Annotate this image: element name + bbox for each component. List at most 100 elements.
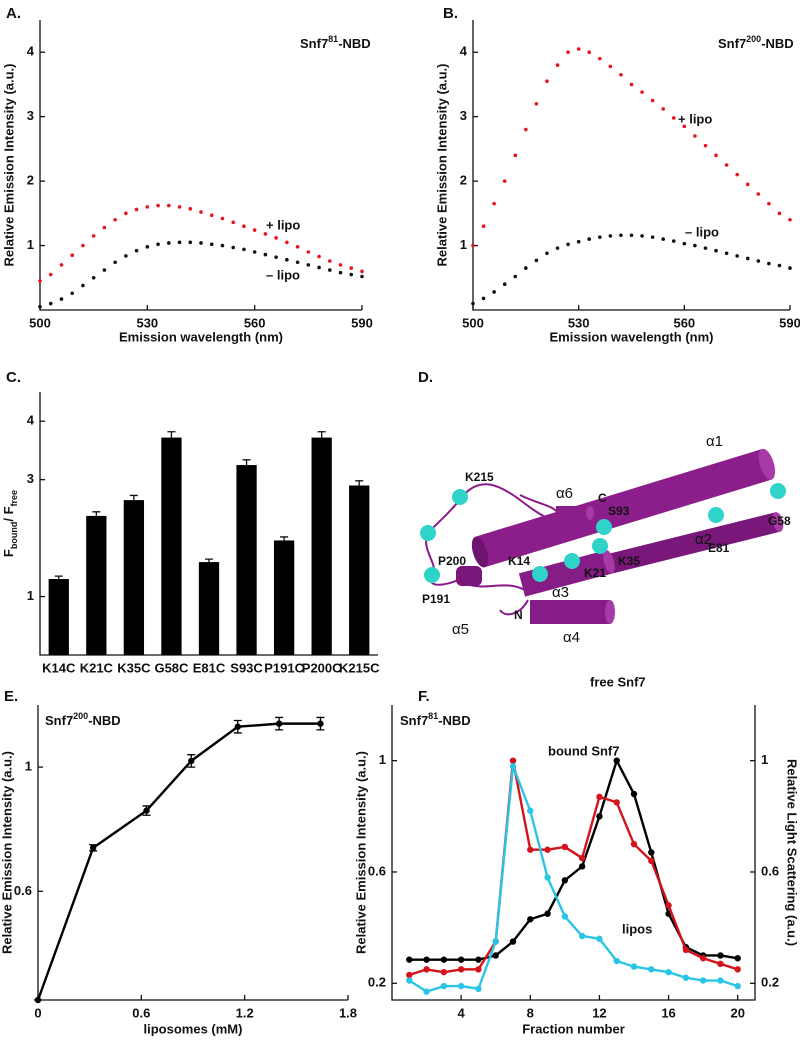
data-point bbox=[555, 246, 560, 250]
series-label: – lipo bbox=[266, 267, 300, 282]
x-tick-label: K21C bbox=[80, 660, 114, 675]
chart-title-part: -NBD bbox=[88, 713, 121, 728]
error-bar bbox=[280, 536, 289, 541]
x-axis-label: Emission wavelength (nm) bbox=[550, 329, 714, 344]
x-tick-label: 590 bbox=[779, 315, 800, 330]
axis-line bbox=[39, 20, 362, 311]
data-point bbox=[220, 216, 225, 221]
data-point bbox=[630, 963, 638, 970]
helix-a6 bbox=[556, 506, 594, 520]
data-point bbox=[650, 98, 655, 103]
y-axis-label-part: F bbox=[1, 549, 16, 557]
data-point bbox=[317, 254, 321, 259]
bar bbox=[311, 437, 332, 655]
data-point bbox=[596, 935, 603, 942]
y-axis-label-part: / F bbox=[1, 506, 16, 521]
data-point bbox=[566, 50, 570, 55]
data-point bbox=[671, 116, 676, 120]
y2-tick-label: 0.2 bbox=[761, 975, 779, 990]
data-point bbox=[717, 952, 724, 959]
data-point bbox=[566, 242, 570, 247]
data-point bbox=[338, 270, 343, 275]
bar bbox=[123, 500, 145, 655]
data-point bbox=[471, 243, 475, 248]
chart-title: Snf781-NBD bbox=[300, 34, 371, 51]
bar bbox=[48, 579, 69, 655]
data-point bbox=[608, 64, 613, 69]
chart-title-part: Snf7 bbox=[718, 36, 746, 51]
data-point bbox=[156, 203, 160, 208]
series-label: + lipo bbox=[266, 217, 300, 232]
y2-axis-label: Relative Light Scattering (a.u.) bbox=[785, 759, 800, 946]
bar bbox=[161, 437, 182, 655]
data-point bbox=[714, 153, 718, 158]
data-point bbox=[682, 241, 687, 246]
data-point bbox=[724, 163, 729, 167]
data-point bbox=[102, 225, 107, 230]
x-tick-label: 0.6 bbox=[132, 1005, 150, 1020]
data-point bbox=[48, 272, 53, 277]
data-point bbox=[693, 243, 697, 248]
data-point bbox=[492, 938, 499, 945]
error-bar bbox=[355, 480, 364, 486]
data-point bbox=[295, 260, 300, 265]
data-point bbox=[252, 228, 257, 232]
x-tick-label: 560 bbox=[673, 315, 695, 330]
data-point bbox=[578, 854, 586, 862]
data-point bbox=[285, 257, 289, 262]
residue-markers bbox=[420, 483, 786, 583]
data-point bbox=[598, 56, 602, 61]
data-point bbox=[513, 274, 518, 279]
residue-dot bbox=[596, 519, 612, 535]
data-point bbox=[756, 259, 761, 263]
helix-label: α2 bbox=[695, 531, 712, 548]
data-point bbox=[188, 207, 193, 211]
data-point bbox=[263, 232, 268, 236]
data-point bbox=[717, 960, 724, 968]
chart-title-part: -NBD bbox=[761, 36, 794, 51]
data-point bbox=[640, 234, 644, 238]
data-point bbox=[360, 274, 364, 279]
helix-label: α1 bbox=[706, 433, 723, 450]
chart-title-part: Snf7 bbox=[400, 713, 428, 728]
data-point bbox=[598, 235, 602, 239]
data-line bbox=[36, 722, 321, 1001]
y2-tick-label: 1 bbox=[761, 752, 768, 767]
data-point bbox=[475, 985, 482, 993]
chart-title-part: Snf7 bbox=[45, 713, 73, 728]
x-tick-label: 500 bbox=[462, 315, 484, 330]
data-point bbox=[317, 265, 321, 270]
residue-label: E81 bbox=[708, 541, 730, 555]
data-point bbox=[328, 268, 332, 272]
x-tick-label: 12 bbox=[592, 1005, 606, 1020]
data-point bbox=[693, 134, 697, 138]
data-point bbox=[91, 234, 96, 238]
data-point bbox=[423, 988, 430, 995]
data-point bbox=[767, 261, 771, 266]
panel-label: D. bbox=[418, 369, 433, 386]
chart-title-part: Snf7 bbox=[300, 36, 328, 51]
data-point bbox=[665, 968, 672, 976]
data-point bbox=[440, 956, 448, 963]
data-point bbox=[596, 793, 603, 801]
error-bar bbox=[317, 431, 326, 438]
y-axis-label: Fbound/ Ffree bbox=[1, 490, 19, 557]
y-tick-label: 1 bbox=[25, 759, 32, 774]
y-tick-label: 3 bbox=[27, 108, 34, 123]
y-tick-label: 1 bbox=[27, 237, 34, 252]
data-point bbox=[703, 246, 708, 250]
data-point bbox=[527, 807, 534, 814]
data-point bbox=[734, 982, 741, 990]
data-point bbox=[209, 242, 214, 247]
y-axis-label-part: free bbox=[9, 490, 19, 507]
data-point bbox=[338, 263, 343, 267]
data-point bbox=[555, 63, 560, 67]
data-point bbox=[457, 956, 465, 963]
data-point bbox=[682, 974, 690, 981]
helix-label: α4 bbox=[563, 629, 580, 646]
x-tick-label: 1.8 bbox=[339, 1005, 357, 1020]
panel-label: F. bbox=[418, 688, 430, 705]
y-tick-label: 2 bbox=[27, 173, 34, 188]
x-tick-label: 4 bbox=[458, 1005, 466, 1020]
x-tick-label: 16 bbox=[661, 1005, 675, 1020]
